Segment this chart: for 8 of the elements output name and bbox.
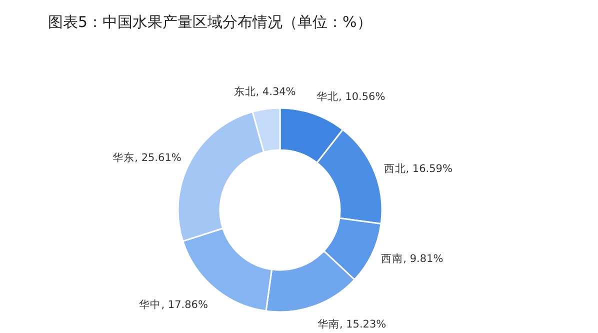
slice-label: 华北, 10.56% [316,90,386,104]
slice-label: 华东, 25.61% [112,150,182,164]
slice-label: 华中, 17.86% [139,298,208,311]
slice-label: 华南, 15.23% [317,318,386,331]
slice-label: 东北, 4.34% [234,85,296,98]
chart-title: 图表5：中国水果产量区域分布情况（单位：%） [48,13,372,31]
slice-label: 西北, 16.59% [384,162,452,175]
slice-label: 西南, 9.81% [381,252,444,266]
